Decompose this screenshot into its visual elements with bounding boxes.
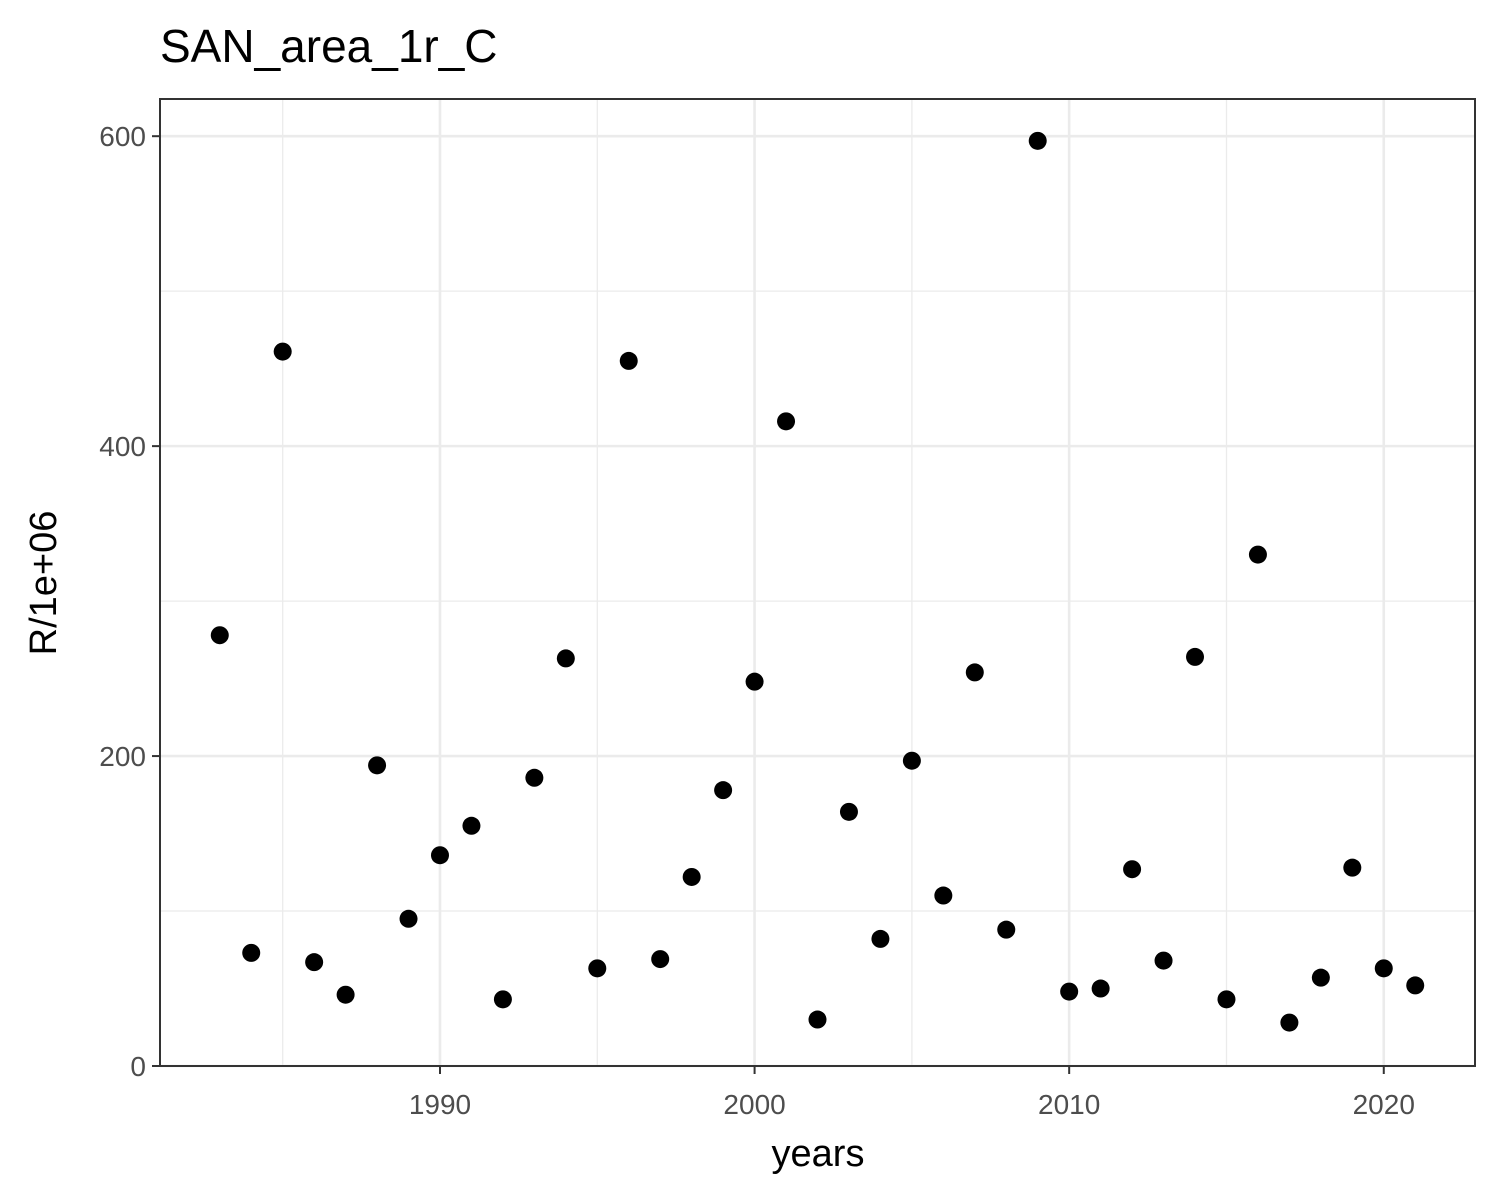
point xyxy=(1154,951,1173,970)
point xyxy=(1091,979,1110,998)
x-tick-label: 2000 xyxy=(723,1089,785,1120)
point xyxy=(1343,858,1362,877)
point xyxy=(588,959,607,978)
point xyxy=(619,351,638,370)
point xyxy=(997,920,1016,939)
y-tick-label: 400 xyxy=(99,431,146,462)
point xyxy=(210,626,229,645)
point xyxy=(1406,976,1425,995)
x-tick-label: 2010 xyxy=(1038,1089,1100,1120)
point xyxy=(934,886,953,905)
point xyxy=(1217,990,1236,1009)
point xyxy=(242,943,261,962)
axes: 1990 2000 2010 2020 0 200 400 600 xyxy=(99,98,1476,1120)
y-axis-title: R/1e+06 xyxy=(23,511,65,656)
point xyxy=(682,867,701,886)
point xyxy=(525,768,544,787)
point xyxy=(399,909,418,928)
point xyxy=(430,846,449,865)
point xyxy=(1186,647,1205,666)
point xyxy=(1060,982,1079,1001)
point xyxy=(651,950,670,969)
point xyxy=(305,953,324,972)
point xyxy=(556,649,575,668)
points xyxy=(210,131,1425,1032)
panel-border xyxy=(159,98,1476,1067)
point xyxy=(808,1010,827,1029)
point xyxy=(1311,968,1330,987)
point xyxy=(714,781,733,800)
point xyxy=(336,985,355,1004)
point xyxy=(871,929,890,948)
x-tick-label: 2020 xyxy=(1353,1089,1415,1120)
point xyxy=(462,816,481,835)
point xyxy=(902,751,921,770)
point xyxy=(839,802,858,821)
x-axis-title: years xyxy=(772,1133,865,1175)
point xyxy=(273,342,292,361)
point xyxy=(493,990,512,1009)
point xyxy=(777,412,796,431)
point xyxy=(1248,545,1267,564)
point xyxy=(965,663,984,682)
point xyxy=(1280,1013,1299,1032)
point xyxy=(368,756,387,775)
y-tick-label: 200 xyxy=(99,741,146,772)
y-tick-label: 600 xyxy=(99,121,146,152)
x-tick-label: 1990 xyxy=(409,1089,471,1120)
point xyxy=(1123,860,1142,879)
point xyxy=(745,672,764,691)
y-tick-label: 0 xyxy=(130,1051,146,1082)
point xyxy=(1374,959,1393,978)
point xyxy=(1028,131,1047,150)
chart-title: SAN_area_1r_C xyxy=(160,20,498,72)
